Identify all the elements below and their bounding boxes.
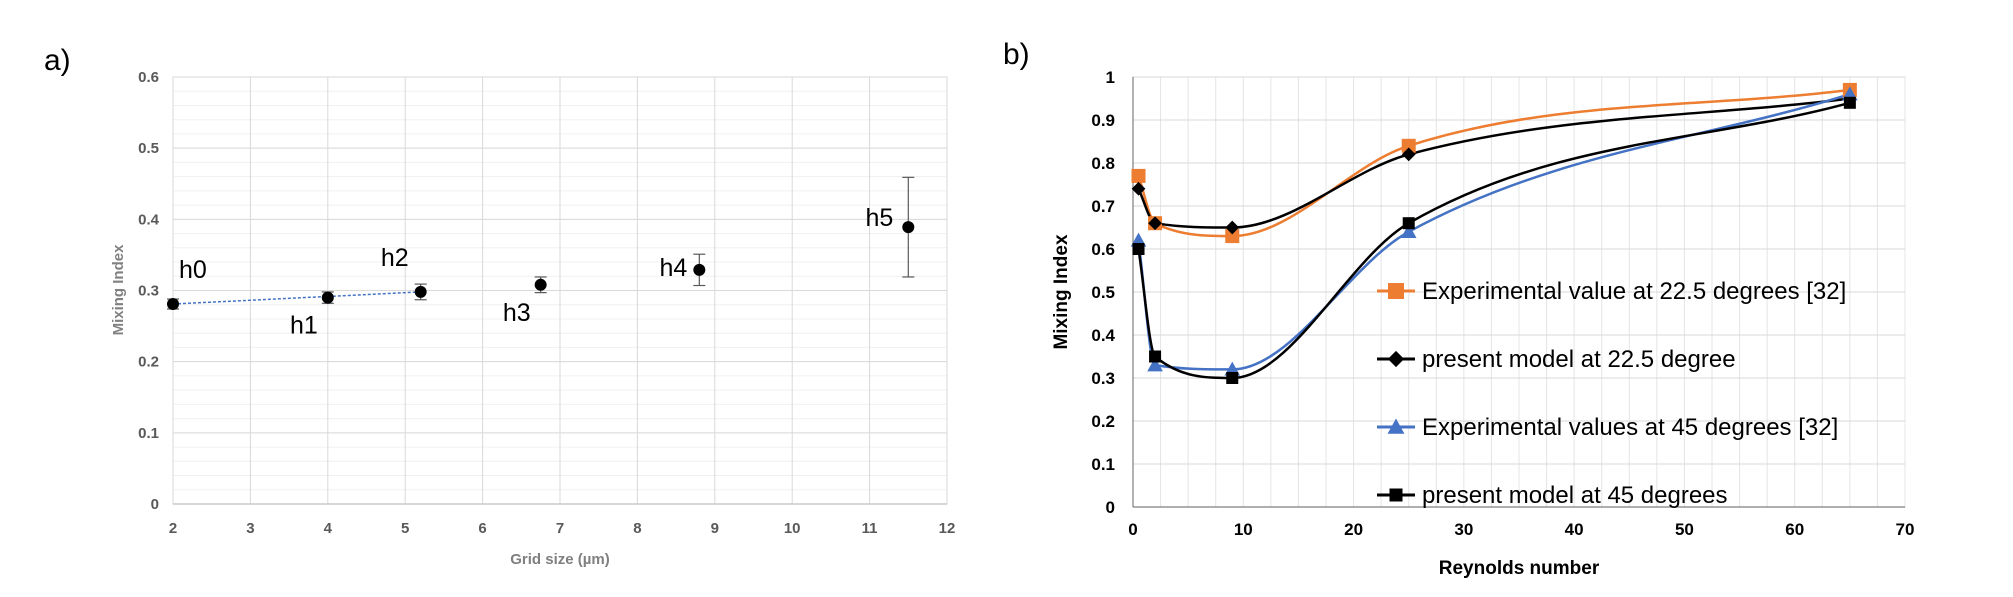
series-2-marker [1225,220,1240,235]
series-4-marker [1843,96,1856,109]
series-1-marker [1401,138,1416,153]
series-2-marker [1148,216,1162,231]
data-point [534,278,547,291]
chart-a-points: h0 h1 h2 h3 h4 h5 [167,176,915,340]
x-tick-label: 50 [1675,520,1694,539]
chart-b-series-markers [1130,82,1858,384]
x-tick-label: 5 [401,520,409,537]
x-tick-label: 0 [1128,520,1137,539]
chart-a-trendline [172,291,421,305]
chart-a-y-tick-labels: 0 0.1 0.2 0.3 0.4 0.5 0.6 [138,69,160,513]
x-tick-label: 9 [711,520,719,537]
series-2-marker [1131,181,1146,196]
chart-b: 0 0.1 0.2 0.3 0.4 0.5 0.6 0.7 0.8 0.9 1 0 10 20 30 40 5… [1051,68,1914,579]
point-label: h2 [381,244,409,272]
x-tick-label: 10 [784,520,801,537]
chart-a: 00.10.20.30.40.50.6 2 3 4 5 6 7 8 9 10 11 12 h0h1h… [110,69,955,568]
trendline [172,291,421,305]
legend-marker [1387,418,1405,434]
legend-marker [1388,283,1404,299]
y-tick-label: 0.5 [1091,283,1115,302]
series-4-marker [1149,350,1162,363]
y-tick-label: 0.6 [1091,240,1115,259]
x-tick-label: 40 [1565,520,1584,539]
data-point [902,221,915,234]
point-label: h0 [179,256,207,284]
x-tick-label: 20 [1344,520,1363,539]
x-tick-label: 8 [633,520,641,537]
y-tick-label: 0.3 [138,283,159,300]
series-4-marker [1226,372,1239,384]
data-point [167,298,179,311]
panel-a-label: a) [44,44,71,77]
panel-b-label: b) [1003,38,1030,71]
x-tick-label: 30 [1454,520,1473,539]
series-2-marker [1401,147,1416,162]
x-tick-label: 60 [1785,520,1804,539]
chart-a-x-axis-label: Grid size (µm) [510,551,610,568]
data-point [321,291,334,304]
legend-entry-label: Experimental value at 22.5 degrees [32] [1422,278,1846,305]
data-point [414,285,427,298]
chart-b-y-axis-label: Mixing Index [1051,234,1072,350]
series-4-marker [1402,217,1415,230]
y-tick-label: 0.1 [1091,455,1115,474]
y-tick-label: 0.6 [138,69,159,86]
x-tick-label: 2 [169,520,177,537]
x-tick-label: 10 [1234,520,1253,539]
chart-b-gridlines [1132,76,1906,508]
chart-b-x-tick-labels: 0 10 20 30 40 50 60 70 [1128,520,1914,539]
y-tick-label: 0.8 [1091,154,1115,173]
series-3-marker [1400,224,1417,239]
y-tick-label: 0 [1106,498,1115,517]
series-1-marker [1131,168,1146,183]
chart-b-legend: Experimental value at 22.5 degrees [32] p… [1377,278,1846,509]
y-tick-label: 0.2 [138,354,159,371]
legend-marker [1387,350,1405,368]
point-label: h3 [503,299,531,327]
legend-entry-label: present model at 45 degrees [1422,482,1728,509]
point-label: h4 [660,254,688,282]
y-tick-label: 1 [1106,68,1115,87]
y-tick-label: 0.9 [1091,111,1115,130]
x-tick-label: 6 [478,520,486,537]
x-tick-label: 70 [1896,520,1915,539]
y-tick-label: 0.4 [138,211,160,228]
data-point [693,263,706,276]
chart-a-y-axis-label: Mixing Index [110,244,127,336]
series-3-marker [1147,357,1163,372]
series-4-marker [1132,243,1145,255]
y-tick-label: 0.7 [1091,197,1115,216]
x-tick-label: 12 [939,520,956,537]
y-tick-label: 0.3 [1091,369,1115,388]
legend-entry-label: present model at 22.5 degree [1422,346,1736,373]
legend-marker [1389,488,1403,502]
chart-a-gridlines [172,76,948,505]
chart-a-x-tick-labels: 2 3 4 5 6 7 8 9 10 11 12 [169,520,956,537]
x-tick-label: 7 [556,520,564,537]
chart-b-x-axis-label: Reynolds number [1439,558,1600,579]
chart-b-y-tick-labels: 0 0.1 0.2 0.3 0.4 0.5 0.6 0.7 0.8 0.9 1 [1091,68,1115,517]
y-tick-label: 0.5 [138,140,159,157]
legend-entry-label: Experimental values at 45 degrees [32] [1422,414,1838,441]
point-label: h1 [290,312,318,340]
y-tick-label: 0 [151,496,159,513]
y-tick-label: 0.2 [1091,412,1115,431]
x-tick-label: 4 [324,520,333,537]
y-tick-label: 0.1 [138,425,159,442]
y-tick-label: 0.4 [1091,326,1115,345]
x-tick-label: 3 [246,520,254,537]
series-1-marker [1225,229,1240,244]
point-label: h5 [865,204,893,232]
x-tick-label: 11 [862,520,878,537]
